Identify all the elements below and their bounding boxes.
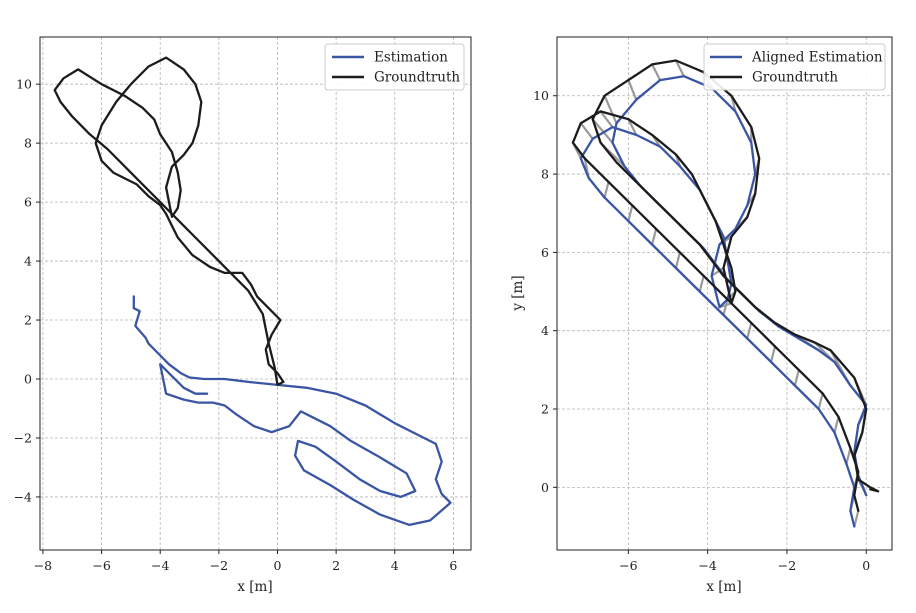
x-tick-label: −8	[34, 558, 52, 573]
legend-label-aligned-estimation: Aligned Estimation	[751, 50, 883, 66]
x-tick-label: 0	[862, 558, 870, 573]
aligned-estimation-plot: −6 −4 −2 0 0 2 4 6 8 10 x [m] y [m] Aligned Esti…	[510, 36, 893, 595]
y-tick-label: 4	[24, 254, 32, 269]
x-tick-labels: −6 −4 −2 0	[619, 550, 870, 573]
x-tick-label: −6	[92, 558, 110, 573]
grid	[557, 37, 892, 550]
estimation-plot: −8 −6 −4 −2 0 2 4 6 −4 −2 0 2 4 6 8 10 x [m] Estimatio…	[14, 36, 472, 595]
y-tick-label: 10	[533, 88, 549, 103]
y-tick-label: 0	[541, 480, 549, 495]
x-tick-label: 6	[449, 558, 457, 573]
series-line-aligned-estimation	[579, 75, 868, 528]
plot-frame	[556, 36, 893, 551]
legend: Aligned Estimation Groundtruth	[703, 43, 886, 91]
series-line-estimation	[132, 295, 452, 527]
error-line	[579, 122, 594, 140]
error-line	[698, 274, 705, 293]
plot-frame	[39, 36, 472, 551]
error-line	[710, 266, 725, 277]
x-tick-label: 4	[391, 558, 399, 573]
series-layer	[571, 59, 880, 528]
x-tick-label: −4	[698, 558, 716, 573]
error-line	[769, 345, 777, 364]
series-line-groundtruth	[53, 56, 285, 387]
y-axis-label: y [m]	[510, 275, 526, 311]
grid	[40, 37, 471, 550]
y-tick-label: 0	[24, 372, 32, 387]
error-line	[599, 110, 614, 129]
x-tick-label: −2	[778, 558, 796, 573]
x-axis-label: x [m]	[706, 579, 741, 595]
y-tick-labels: 0 2 4 6 8 10	[533, 88, 557, 495]
error-line	[793, 368, 800, 387]
y-tick-label: 8	[24, 136, 32, 151]
error-line	[651, 227, 658, 246]
error-lines	[571, 59, 868, 528]
error-line	[674, 251, 681, 270]
x-tick-label: 0	[274, 558, 282, 573]
legend-label-estimation: Estimation	[374, 50, 448, 66]
error-line	[833, 415, 840, 434]
legend-label-groundtruth: Groundtruth	[374, 70, 460, 86]
y-tick-label: 6	[24, 195, 32, 210]
y-tick-label: −4	[14, 489, 32, 504]
error-line	[674, 59, 685, 78]
series-layer	[53, 56, 452, 527]
error-line	[627, 204, 634, 223]
y-tick-label: −2	[14, 430, 32, 445]
legend-box	[703, 43, 886, 91]
error-line	[627, 78, 638, 101]
x-tick-label: 2	[332, 558, 340, 573]
y-tick-label: 2	[24, 313, 32, 328]
error-line	[722, 298, 729, 317]
x-tick-label: −6	[619, 558, 637, 573]
legend-label-groundtruth: Groundtruth	[752, 70, 838, 86]
x-tick-labels: −8 −6 −4 −2 0 2 4 6	[34, 550, 457, 573]
error-line	[627, 118, 638, 137]
error-line	[651, 63, 662, 82]
error-line	[853, 509, 860, 528]
error-line	[845, 447, 852, 465]
x-tick-label: −2	[210, 558, 228, 573]
series-line-groundtruth	[571, 59, 880, 512]
y-tick-label: 8	[541, 167, 549, 182]
x-axis-label: x [m]	[237, 579, 272, 595]
error-line	[591, 118, 614, 144]
y-tick-label: 10	[16, 77, 32, 92]
legend-box	[324, 43, 465, 91]
legend: Estimation Groundtruth	[324, 43, 465, 91]
y-tick-labels: −4 −2 0 2 4 6 8 10	[14, 77, 40, 504]
error-line	[603, 180, 610, 199]
error-line	[746, 321, 753, 340]
error-line	[817, 392, 824, 411]
y-tick-label: 6	[541, 245, 549, 260]
y-tick-label: 2	[541, 402, 549, 417]
x-tick-label: −4	[151, 558, 169, 573]
error-line	[603, 94, 618, 125]
y-tick-label: 4	[541, 323, 549, 338]
